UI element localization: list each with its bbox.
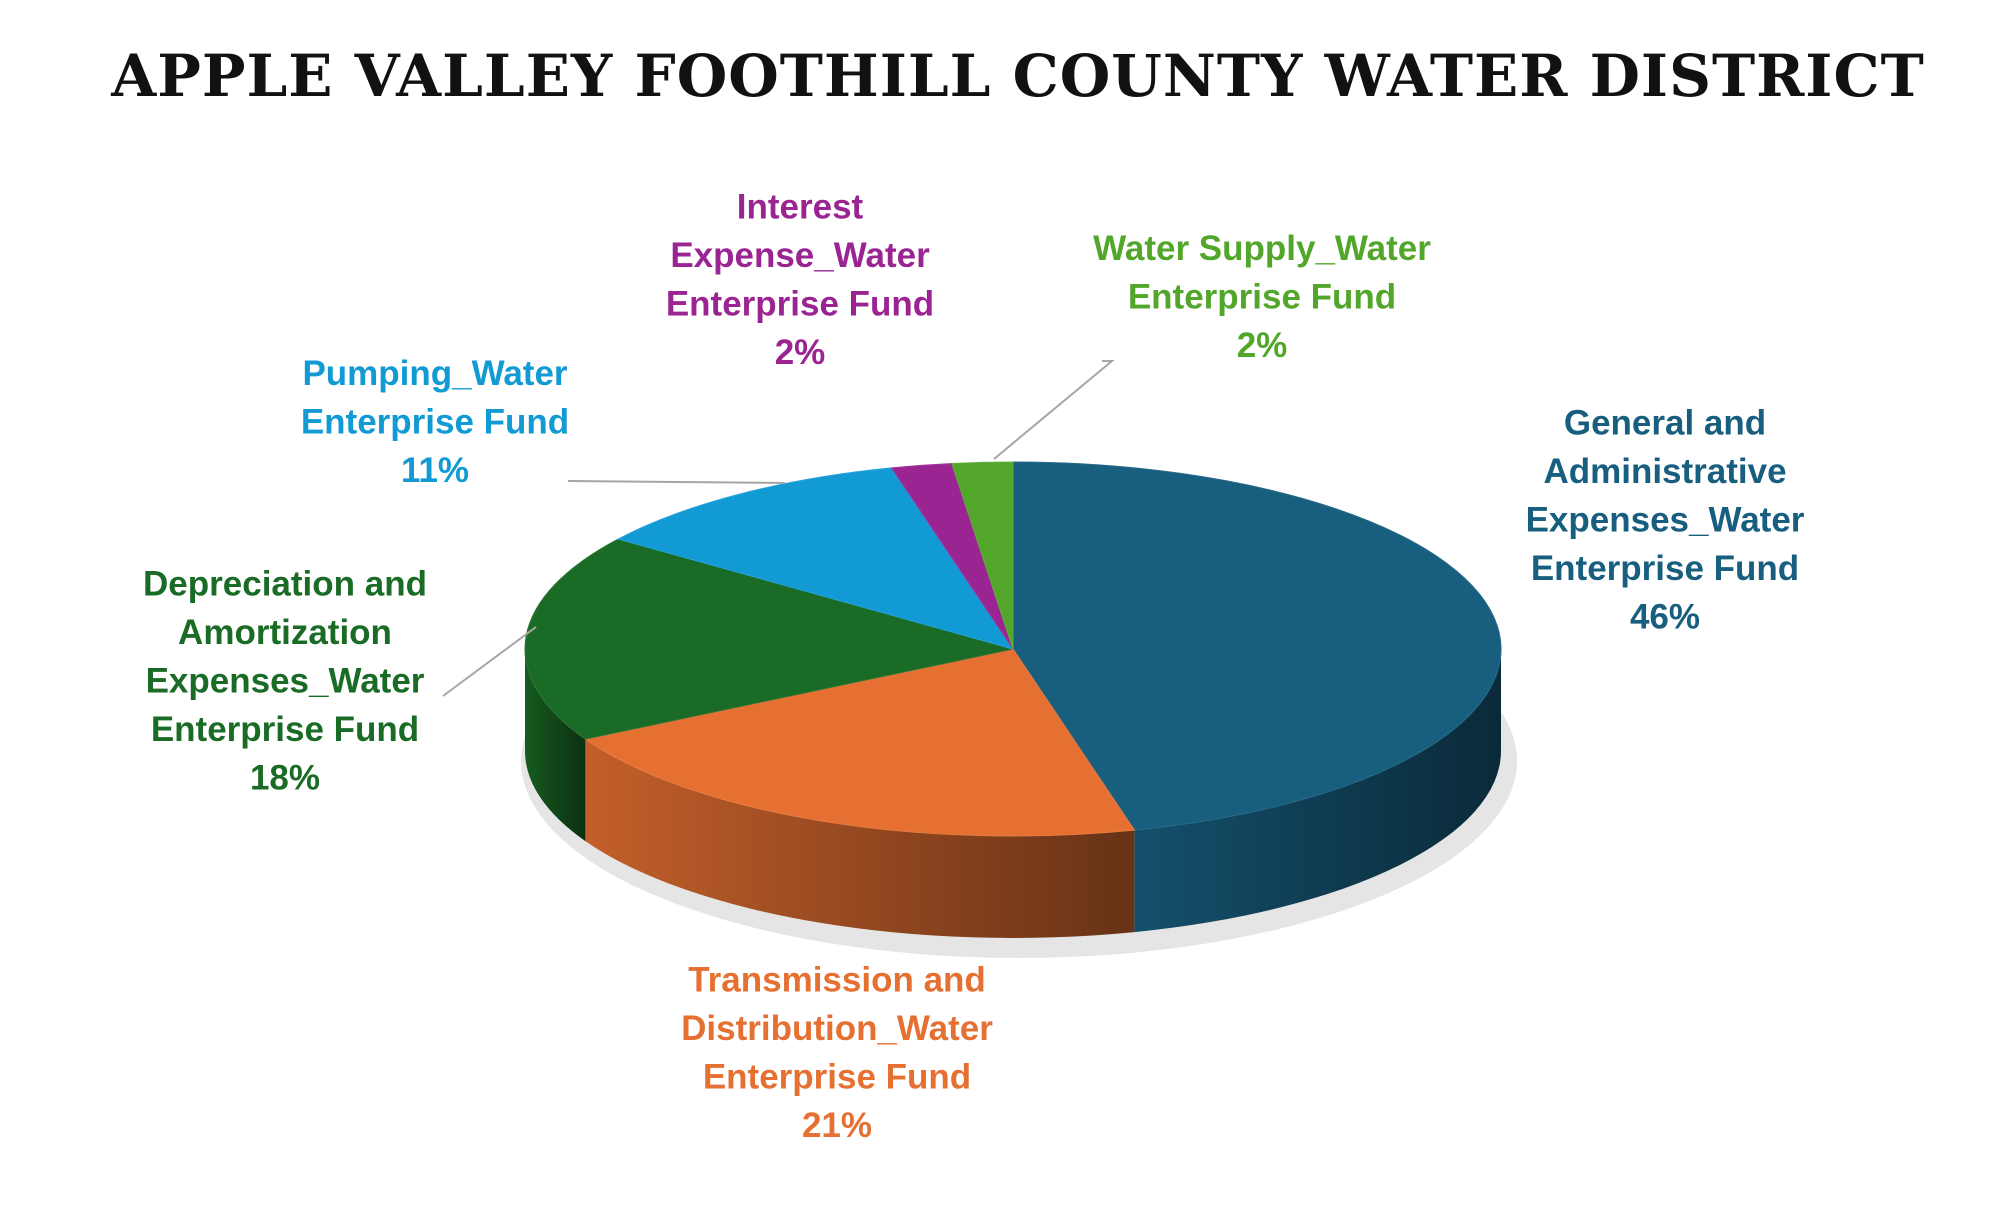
leader-line-pumping-water-enterprise-fund: [567, 480, 786, 484]
data-label-value: 11%: [401, 451, 469, 490]
data-label-transmission-and-distribution-water-enterprise-fund: Transmission and Distribution_Water Enterp…: [681, 961, 993, 1146]
data-label-text: Enterprise Fund: [1531, 549, 1799, 588]
leader-line-water-supply-water-enterprise-fund: [993, 360, 1115, 460]
data-label-text: Expense_Water: [670, 236, 930, 275]
data-label-text: Expenses_Water: [146, 661, 425, 700]
pie-slice-pumping-water-enterprise-fund: [616, 467, 1015, 650]
data-label-pumping-water-enterprise-fund: Pumping_Water Enterprise Fund 11%: [301, 354, 569, 490]
pie-slice-depreciation-and-amortization-expenses-water-enterprise-fund: [524, 538, 1014, 740]
data-label-text: Administrative: [1543, 452, 1786, 491]
data-label-text: Enterprise Fund: [1128, 277, 1396, 316]
data-label-text: Interest: [737, 188, 864, 227]
data-label-value: 18%: [250, 758, 320, 797]
data-labels: General and Administrative Expenses_Water E…: [143, 188, 1805, 1146]
data-label-text: Enterprise Fund: [666, 285, 934, 324]
data-label-text: Distribution_Water: [681, 1009, 993, 1048]
pie-group: [521, 461, 1517, 958]
pie-slice-general-and-administrative-expenses-water-enterprise-fund: [1012, 461, 1502, 831]
data-label-text: Expenses_Water: [1526, 500, 1805, 539]
data-label-text: Enterprise Fund: [301, 402, 569, 441]
chart-title: APPLE VALLEY FOOTHILL COUNTY WATER DISTR…: [110, 42, 1925, 110]
pie-slice-water-supply-water-enterprise-fund: [951, 461, 1014, 650]
leader-lines: [442, 360, 1115, 697]
data-label-general-and-administrative-expenses-water-enterprise-fund: General and Administrative Expenses_Water E…: [1526, 403, 1805, 636]
data-label-text: Transmission and: [688, 961, 986, 1000]
leader-line-depreciation-and-amortization-expenses-water-enterprise-fund: [442, 626, 537, 697]
pie-side-general-and-administrative-expenses-water-enterprise-fund: [1134, 649, 1501, 933]
data-label-text: Water Supply_Water: [1093, 229, 1431, 268]
data-label-interest-expense-water-enterprise-fund: Interest Expense_Water Enterprise Fund 2%: [666, 188, 934, 373]
pie-side-depreciation-and-amortization-expenses-water-enterprise-fund: [525, 649, 586, 842]
data-label-text: Enterprise Fund: [151, 710, 419, 749]
data-label-text: Amortization: [178, 613, 392, 652]
data-label-value: 2%: [1237, 326, 1288, 365]
data-label-value: 2%: [775, 333, 826, 372]
data-label-value: 46%: [1630, 597, 1700, 636]
data-label-text: Pumping_Water: [302, 354, 567, 393]
pie-slice-transmission-and-distribution-water-enterprise-fund: [584, 648, 1136, 837]
data-label-text: General and: [1564, 403, 1766, 442]
data-label-text: Depreciation and: [143, 564, 427, 603]
data-label-value: 21%: [802, 1106, 872, 1145]
data-label-text: Enterprise Fund: [703, 1058, 971, 1097]
data-label-depreciation-and-amortization-expenses-water-enterprise-fund: Depreciation and Amortization Expenses_Wat…: [143, 564, 427, 797]
data-label-water-supply-water-enterprise-fund: Water Supply_Water Enterprise Fund 2%: [1093, 229, 1431, 365]
pie-side-transmission-and-distribution-water-enterprise-fund: [585, 739, 1135, 938]
